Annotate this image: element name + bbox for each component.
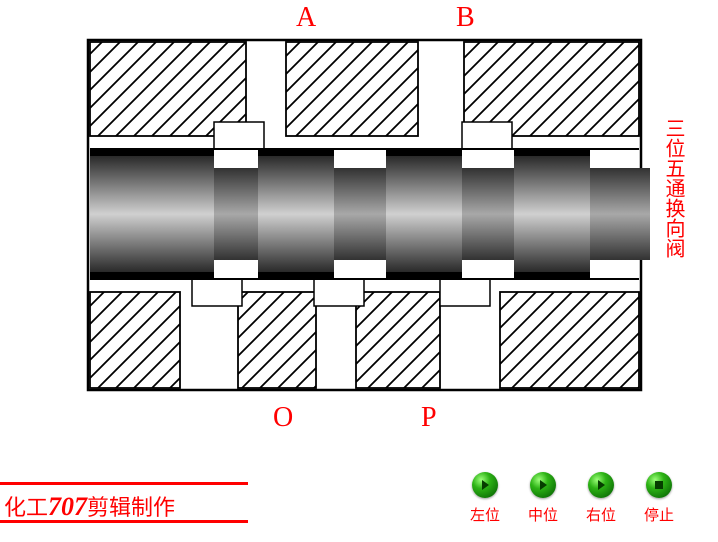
button-label: 中位 <box>528 504 558 525</box>
play-icon <box>588 472 614 498</box>
play-icon <box>472 472 498 498</box>
button-label: 停止 <box>644 504 674 525</box>
diagram-title: 三位五通换向阀 <box>659 118 688 258</box>
port-label-b: B <box>456 2 475 34</box>
stop-button[interactable]: 停止 <box>644 472 674 525</box>
right-button[interactable]: 右位 <box>586 472 616 525</box>
credit-line-bottom <box>0 520 248 523</box>
port-label-p: P <box>421 402 437 434</box>
stop-icon <box>646 472 672 498</box>
play-icon <box>530 472 556 498</box>
port-label-a: A <box>296 2 316 34</box>
button-label: 左位 <box>470 504 500 525</box>
valve-diagram <box>0 0 718 440</box>
credit-text: 化工707剪辑制作 <box>4 490 175 522</box>
button-label: 右位 <box>586 504 616 525</box>
credit-line-top <box>0 482 248 485</box>
port-label-o: O <box>273 402 293 434</box>
control-buttons: 左位 中位 右位 停止 <box>470 472 674 525</box>
center-button[interactable]: 中位 <box>528 472 558 525</box>
left-button[interactable]: 左位 <box>470 472 500 525</box>
